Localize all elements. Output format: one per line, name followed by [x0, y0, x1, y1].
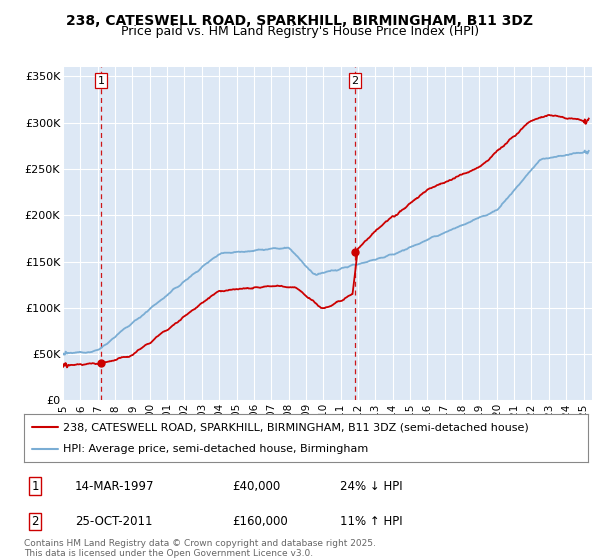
Text: £160,000: £160,000: [233, 515, 289, 528]
Text: 238, CATESWELL ROAD, SPARKHILL, BIRMINGHAM, B11 3DZ (semi-detached house): 238, CATESWELL ROAD, SPARKHILL, BIRMINGH…: [64, 422, 529, 432]
Text: 1: 1: [98, 76, 104, 86]
Text: HPI: Average price, semi-detached house, Birmingham: HPI: Average price, semi-detached house,…: [64, 444, 369, 454]
Text: 238, CATESWELL ROAD, SPARKHILL, BIRMINGHAM, B11 3DZ: 238, CATESWELL ROAD, SPARKHILL, BIRMINGH…: [67, 14, 533, 28]
Text: 24% ↓ HPI: 24% ↓ HPI: [340, 479, 403, 493]
Text: 2: 2: [32, 515, 39, 528]
Text: 1: 1: [32, 479, 39, 493]
Text: 25-OCT-2011: 25-OCT-2011: [75, 515, 152, 528]
Text: 14-MAR-1997: 14-MAR-1997: [75, 479, 154, 493]
Text: Contains HM Land Registry data © Crown copyright and database right 2025.
This d: Contains HM Land Registry data © Crown c…: [24, 539, 376, 558]
Text: 11% ↑ HPI: 11% ↑ HPI: [340, 515, 403, 528]
Text: 2: 2: [352, 76, 359, 86]
Text: £40,000: £40,000: [233, 479, 281, 493]
Text: Price paid vs. HM Land Registry's House Price Index (HPI): Price paid vs. HM Land Registry's House …: [121, 25, 479, 38]
